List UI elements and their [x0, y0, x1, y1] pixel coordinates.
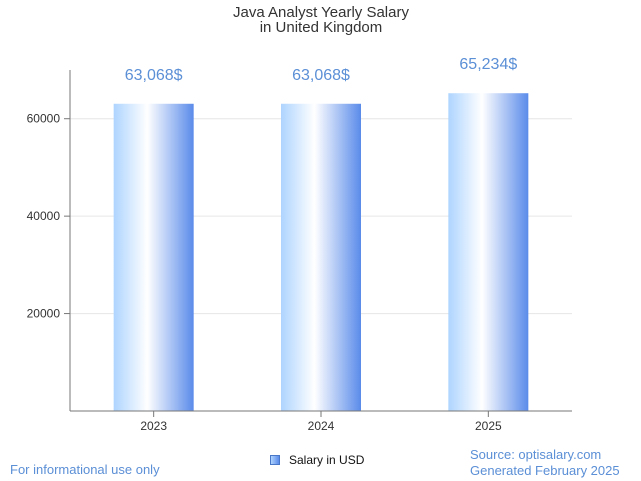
chart-title-line-1: Java Analyst Yearly Salary	[233, 4, 409, 21]
source-block: Source: optisalary.com Generated Februar…	[470, 447, 620, 479]
data-label-2025: 65,234$	[459, 56, 517, 73]
x-tick-label-2023: 2023	[140, 419, 167, 433]
bar-2023	[113, 103, 194, 412]
source-text: Source: optisalary.com	[470, 447, 602, 462]
y-tick-label-60000: 60000	[27, 112, 61, 126]
x-tick-label-2025: 2025	[475, 419, 502, 433]
data-label-2024: 63,068$	[292, 67, 350, 84]
chart-title-line-2: in United Kingdom	[260, 19, 383, 36]
bar-2025	[448, 93, 529, 412]
bar-2024	[281, 103, 361, 412]
legend-swatch	[270, 455, 280, 465]
legend-label: Salary in USD	[289, 453, 365, 467]
x-tick-label-2024: 2024	[308, 419, 335, 433]
y-tick-label-40000: 40000	[27, 209, 61, 223]
bars: 63,068$ 63,068$ 65,234$	[113, 56, 529, 412]
y-tick-label-20000: 20000	[27, 307, 61, 321]
legend: Salary in USD	[270, 453, 364, 467]
disclaimer-text: For informational use only	[10, 462, 160, 477]
axes: 20000 40000 60000 2023 2024 2025	[27, 70, 572, 433]
data-label-2023: 63,068$	[125, 67, 183, 84]
generated-date: Generated February 2025	[470, 463, 620, 478]
